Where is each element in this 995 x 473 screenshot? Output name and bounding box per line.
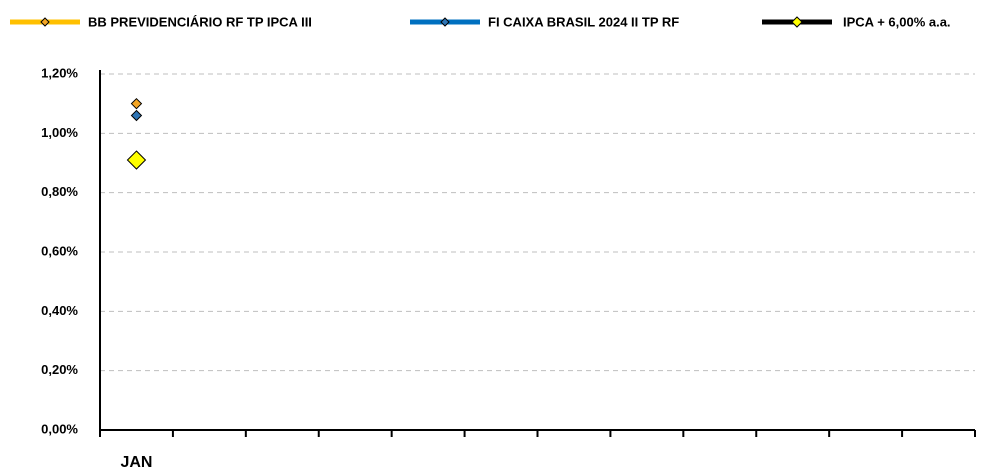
y-tick-label: 0,20% <box>41 362 78 377</box>
legend-label: BB PREVIDENCIÁRIO RF TP IPCA III <box>88 14 312 29</box>
data-point <box>130 97 143 110</box>
y-tick-label: 0,80% <box>41 184 78 199</box>
legend-label: IPCA + 6,00% a.a. <box>843 14 951 29</box>
legend-marker <box>40 17 50 27</box>
y-tick-label: 1,20% <box>41 65 78 80</box>
legend-marker <box>440 17 450 27</box>
y-tick-label: 1,00% <box>41 125 78 140</box>
data-point <box>130 109 143 122</box>
y-tick-label: 0,60% <box>41 243 78 258</box>
legend-label: FI CAIXA BRASIL 2024 II TP RF <box>488 14 679 29</box>
x-tick-label: JAN <box>120 454 152 471</box>
legend-marker <box>791 16 803 28</box>
y-tick-label: 0,40% <box>41 303 78 318</box>
y-tick-label: 0,00% <box>41 421 78 436</box>
data-point <box>126 150 147 170</box>
